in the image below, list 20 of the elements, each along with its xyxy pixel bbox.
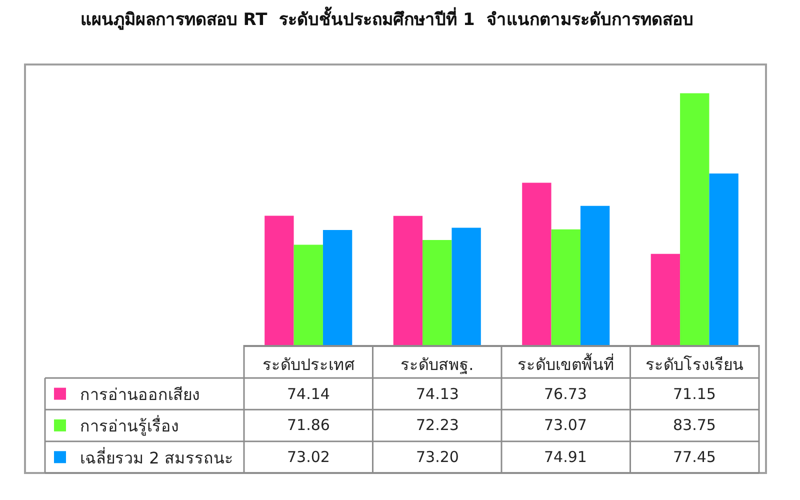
data-label: 74.14 xyxy=(287,385,330,403)
x-tick-label: ระดับประเทศ xyxy=(262,354,354,374)
data-label: 83.75 xyxy=(673,416,716,434)
x-tick-label: ระดับสพฐ. xyxy=(400,354,474,374)
data-label: 71.15 xyxy=(673,385,716,403)
data-label: 76.73 xyxy=(544,385,587,403)
legend-label: การอ่านรู้เรื่อง xyxy=(80,414,179,437)
data-label: 73.02 xyxy=(287,448,330,466)
data-label: 73.20 xyxy=(416,448,459,466)
data-label: 74.91 xyxy=(544,448,587,466)
data-label: 73.07 xyxy=(544,416,587,434)
data-label: 72.23 xyxy=(416,416,459,434)
data-label: 74.13 xyxy=(416,385,459,403)
chart-title: แผนภูมิผลการทดสอบ RT ระดับชั้นประถมศึกษาปีที่ 1 จำแนกตามระดับการทดสอบ xyxy=(80,6,694,31)
legend-label: การอ่านออกเสียง xyxy=(80,384,200,404)
data-label: 71.86 xyxy=(287,416,330,434)
x-tick-label: ระดับเขตพื้นที่ xyxy=(517,352,614,374)
legend-label: เฉลี่ยรวม 2 สมรรถนะ xyxy=(80,446,234,468)
data-label: 77.45 xyxy=(673,448,716,466)
x-tick-label: ระดับโรงเรียน xyxy=(646,354,744,374)
